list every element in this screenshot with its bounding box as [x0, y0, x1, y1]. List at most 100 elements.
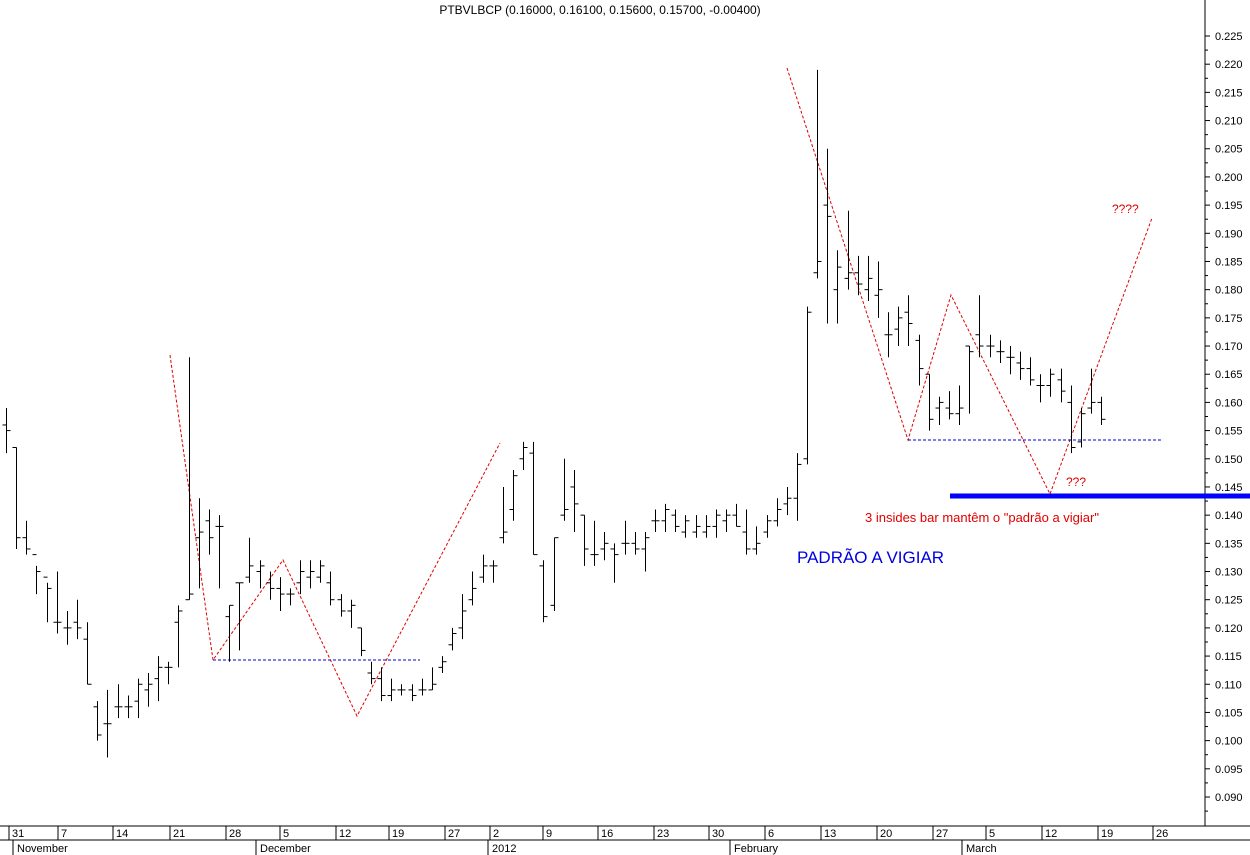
- ohlc-bar: [580, 514, 589, 566]
- date-tick-label: 16: [601, 828, 613, 840]
- ohlc-bar: [296, 560, 305, 595]
- ohlc-bar: [681, 515, 690, 538]
- date-tick-label: 27: [936, 828, 948, 840]
- date-tick-label: 7: [61, 828, 67, 840]
- ohlc-bar: [904, 295, 913, 347]
- ohlc-bar: [479, 554, 488, 583]
- ohlc-bar: [418, 678, 427, 696]
- date-tick-label: 21: [173, 828, 185, 840]
- price-tick-label: 0.115: [1215, 651, 1242, 663]
- ohlc-bar: [2, 408, 11, 454]
- ohlc-bar: [53, 571, 62, 634]
- ohlc-bar: [935, 396, 944, 425]
- ohlc-bar: [641, 532, 650, 572]
- price-tick-label: 0.140: [1215, 510, 1243, 522]
- ohlc-bar: [925, 373, 934, 431]
- price-tick-label: 0.100: [1215, 736, 1243, 748]
- date-tick-label: 19: [392, 828, 404, 840]
- ohlc-bar: [276, 577, 285, 611]
- ohlc-bar: [550, 537, 559, 611]
- price-tick-label: 0.125: [1215, 595, 1243, 607]
- price-tick-label: 0.130: [1215, 567, 1243, 579]
- date-tick-label: 5: [989, 828, 995, 840]
- ohlc-bar: [671, 509, 680, 533]
- date-tick-label: 12: [339, 828, 351, 840]
- ohlc-bar: [124, 695, 133, 719]
- ohlc-bar: [245, 537, 254, 583]
- price-tick-label: 0.190: [1215, 228, 1243, 240]
- ohlc-bar: [722, 509, 731, 533]
- zigzag-right: [786, 67, 1153, 496]
- date-tick-group: 31 7 14 21 28 5 12 19 27 2 9 16 23 30 6 13 20 27 5 12 19 26: [8, 826, 1168, 840]
- month-label: 2012: [492, 843, 516, 855]
- ohlc-bar: [529, 441, 538, 556]
- ohlc-bar: [114, 684, 123, 719]
- date-tick-label: 12: [1045, 828, 1057, 840]
- ohlc-bar: [570, 470, 579, 533]
- price-tick-label: 0.205: [1215, 144, 1243, 156]
- ohlc-bar: [692, 515, 701, 538]
- pattern-to-watch-label: PADRÃO A VIGIAR: [797, 548, 944, 567]
- date-tick-label: 27: [448, 828, 460, 840]
- ohlc-bar: [337, 594, 346, 617]
- ohlc-bar: [266, 571, 275, 600]
- ohlc-bar: [63, 610, 72, 645]
- date-tick-label: 6: [768, 828, 774, 840]
- ohlc-bar: [1026, 357, 1035, 386]
- date-tick-label: 14: [116, 828, 128, 840]
- price-tick-label: 0.195: [1215, 200, 1243, 212]
- ohlc-bar: [519, 441, 528, 471]
- price-tick-label: 0.150: [1215, 454, 1243, 466]
- price-tick-label: 0.160: [1215, 397, 1243, 409]
- ohlc-bar: [316, 560, 325, 583]
- ohlc-bar: [874, 261, 883, 318]
- ohlc-bar: [965, 345, 974, 414]
- date-tick-label: 19: [1101, 828, 1113, 840]
- ohlc-bar: [195, 498, 204, 589]
- ohlc-bar: [631, 532, 640, 555]
- ohlc-bar: [996, 340, 1005, 363]
- ohlc-bar: [590, 520, 599, 566]
- ohlc-bar: [93, 701, 102, 741]
- ohlc-bar: [712, 509, 721, 538]
- ohlc-bar: [185, 357, 194, 601]
- price-tick-label: 0.170: [1215, 341, 1243, 353]
- question-marks-mid: ???: [1066, 475, 1086, 489]
- ohlc-bar: [367, 661, 376, 685]
- ohlc-bar: [1046, 368, 1055, 397]
- ohlc-bar: [915, 334, 924, 386]
- ohlc-bar: [793, 453, 802, 521]
- ohlc-bar: [732, 503, 741, 527]
- price-tick-label: 0.175: [1215, 313, 1243, 325]
- date-tick-label: 5: [283, 828, 289, 840]
- ohlc-bar: [164, 661, 173, 685]
- date-tick-label: 28: [229, 828, 241, 840]
- ohlc-bar: [1087, 368, 1096, 414]
- price-tick-label: 0.095: [1215, 764, 1243, 776]
- date-tick-label: 2: [493, 828, 499, 840]
- month-label: February: [734, 843, 779, 855]
- ohlc-bar: [763, 515, 772, 538]
- ohlc-bar: [1097, 396, 1106, 425]
- ohlc-bar: [448, 627, 457, 651]
- ohlc-bar: [783, 486, 792, 516]
- chart-title: PTBVLBCP (0.16000, 0.16100, 0.15600, 0.1…: [439, 3, 760, 17]
- price-tick-label: 0.200: [1215, 172, 1243, 184]
- price-tick-label: 0.185: [1215, 256, 1243, 268]
- ohlc-bar: [377, 667, 386, 702]
- ohlc-bar: [408, 684, 417, 702]
- ohlc-bar: [864, 255, 873, 301]
- date-tick-label: 20: [880, 828, 892, 840]
- ohlc-bar: [955, 385, 964, 425]
- ohlc-bars: [2, 69, 1106, 758]
- date-tick-label: 13: [824, 828, 836, 840]
- ohlc-bar: [1006, 346, 1015, 375]
- ohlc-bar: [1067, 385, 1076, 454]
- ohlc-bar: [1057, 368, 1066, 403]
- price-tick-label: 0.220: [1215, 59, 1243, 71]
- ohlc-bar: [499, 486, 508, 544]
- ohlc-bar: [134, 678, 143, 719]
- insides-bar-annotation: 3 insides bar mantêm o "padrão a vigiar": [865, 510, 1099, 525]
- time-axis: 31 7 14 21 28 5 12 19 27 2 9 16 23 30 6 13 20 27 5 12 19 26 N…: [0, 825, 1250, 855]
